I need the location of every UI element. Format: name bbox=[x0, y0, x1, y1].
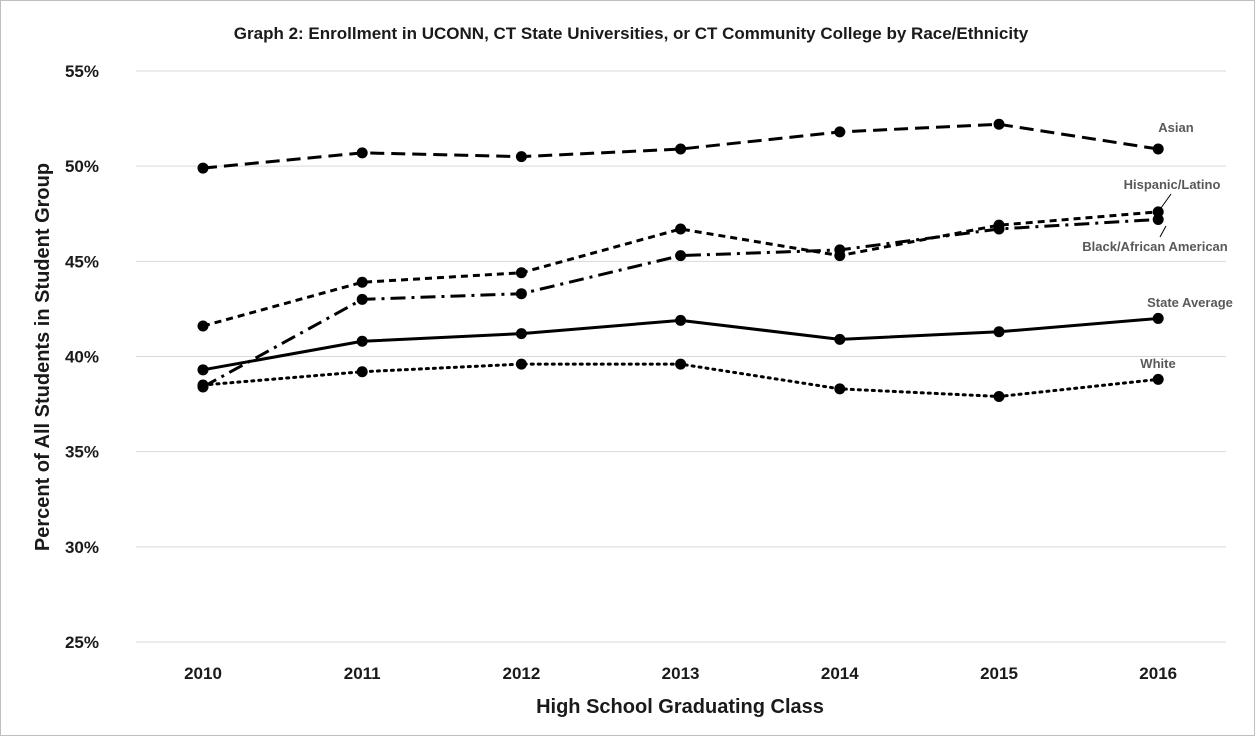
y-tick-label: 30% bbox=[65, 538, 99, 557]
data-point bbox=[197, 379, 209, 391]
y-tick-label: 25% bbox=[65, 633, 99, 652]
data-point bbox=[675, 143, 687, 155]
series-labels: Asian Hispanic/Latino Black/African Americ… bbox=[1082, 120, 1233, 371]
series-state-average bbox=[197, 312, 1164, 376]
series-label: White bbox=[1140, 356, 1175, 371]
x-axis-title: High School Graduating Class bbox=[536, 696, 824, 718]
data-point bbox=[356, 293, 368, 305]
x-tick-label: 2012 bbox=[502, 664, 540, 683]
data-point bbox=[1152, 312, 1164, 324]
data-point bbox=[834, 126, 846, 138]
series-label: Hispanic/Latino bbox=[1124, 177, 1221, 192]
data-point bbox=[356, 366, 368, 378]
series-label: State Average bbox=[1147, 295, 1233, 310]
data-point bbox=[993, 118, 1005, 130]
data-point bbox=[356, 276, 368, 288]
y-tick-label: 35% bbox=[65, 443, 99, 462]
chart-title: Graph 2: Enrollment in UCONN, CT State U… bbox=[234, 24, 1029, 43]
data-point bbox=[993, 223, 1005, 235]
data-point bbox=[675, 314, 687, 326]
series-hispanic-latino bbox=[197, 206, 1164, 332]
x-tick-label: 2011 bbox=[344, 664, 381, 683]
data-point bbox=[1152, 206, 1164, 218]
data-point bbox=[197, 320, 209, 332]
data-point bbox=[515, 328, 527, 340]
gridlines bbox=[136, 70, 1226, 643]
label-leader-line bbox=[1159, 225, 1167, 238]
data-point bbox=[675, 223, 687, 235]
series-white bbox=[197, 358, 1164, 402]
x-tick-label: 2010 bbox=[184, 664, 222, 683]
y-axis-ticks: 25% 30% 35% 40% 45% 50% 55% bbox=[65, 62, 99, 652]
data-point bbox=[834, 244, 846, 256]
y-tick-label: 50% bbox=[65, 157, 99, 176]
data-point bbox=[356, 147, 368, 159]
data-point bbox=[993, 326, 1005, 338]
y-tick-label: 55% bbox=[65, 62, 99, 81]
data-point bbox=[356, 335, 368, 347]
data-point bbox=[515, 267, 527, 279]
data-point bbox=[834, 383, 846, 395]
x-tick-label: 2015 bbox=[980, 664, 1018, 683]
series-label: Asian bbox=[1158, 120, 1193, 135]
series-label: Black/African American bbox=[1082, 239, 1228, 254]
data-point bbox=[675, 358, 687, 370]
data-point bbox=[197, 162, 209, 174]
data-point bbox=[1152, 143, 1164, 155]
y-tick-label: 40% bbox=[65, 348, 99, 367]
data-point bbox=[993, 390, 1005, 402]
data-point bbox=[834, 333, 846, 345]
series-lines bbox=[197, 118, 1164, 402]
x-tick-label: 2014 bbox=[821, 664, 859, 683]
data-point bbox=[515, 288, 527, 300]
data-point bbox=[515, 151, 527, 163]
data-point bbox=[197, 364, 209, 376]
series-asian bbox=[197, 118, 1164, 174]
data-point bbox=[515, 358, 527, 370]
label-leader-line bbox=[1160, 193, 1172, 209]
y-tick-label: 45% bbox=[65, 252, 99, 271]
data-point bbox=[675, 250, 687, 262]
y-axis-title: Percent of All Students in Student Group bbox=[32, 163, 54, 551]
data-point bbox=[1152, 373, 1164, 385]
x-tick-label: 2013 bbox=[662, 664, 700, 683]
data-point bbox=[1152, 213, 1164, 225]
x-axis-ticks: 2010 2011 2012 2013 2014 2015 2016 bbox=[184, 664, 1177, 683]
x-tick-label: 2016 bbox=[1139, 664, 1177, 683]
